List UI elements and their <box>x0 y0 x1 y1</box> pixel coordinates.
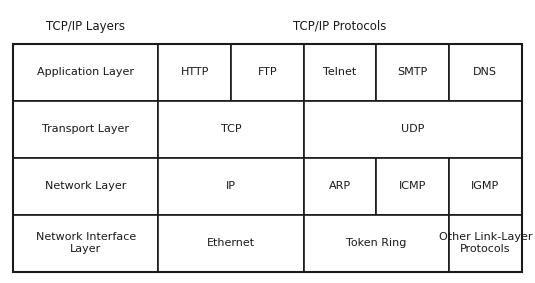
Text: Ethernet: Ethernet <box>207 238 255 248</box>
Text: UDP: UDP <box>401 125 424 134</box>
Text: DNS: DNS <box>473 67 498 78</box>
Text: FTP: FTP <box>257 67 277 78</box>
Text: TCP: TCP <box>220 125 241 134</box>
Bar <box>449 44 522 101</box>
Text: IP: IP <box>226 181 236 191</box>
Bar <box>303 215 449 272</box>
Bar <box>13 44 158 101</box>
Bar <box>158 101 303 158</box>
Text: Application Layer: Application Layer <box>37 67 134 78</box>
Bar <box>158 158 303 215</box>
Text: HTTP: HTTP <box>180 67 209 78</box>
Bar <box>303 44 376 101</box>
Bar <box>449 215 522 272</box>
Bar <box>303 101 522 158</box>
Text: ARP: ARP <box>329 181 351 191</box>
Text: Telnet: Telnet <box>323 67 356 78</box>
Bar <box>13 215 158 272</box>
Text: TCP/IP Protocols: TCP/IP Protocols <box>293 20 387 33</box>
Text: Transport Layer: Transport Layer <box>42 125 129 134</box>
Bar <box>13 44 522 272</box>
Bar <box>158 44 231 101</box>
Bar <box>449 158 522 215</box>
Bar <box>303 158 376 215</box>
Bar <box>13 158 158 215</box>
Bar <box>376 44 449 101</box>
Bar <box>158 215 303 272</box>
Text: ICMP: ICMP <box>399 181 426 191</box>
Text: SMTP: SMTP <box>398 67 427 78</box>
Bar <box>376 158 449 215</box>
Text: Network Layer: Network Layer <box>45 181 126 191</box>
Text: Other Link-Layer
Protocols: Other Link-Layer Protocols <box>439 232 532 254</box>
Bar <box>231 44 303 101</box>
Bar <box>13 101 158 158</box>
Text: Token Ring: Token Ring <box>346 238 407 248</box>
Text: IGMP: IGMP <box>471 181 499 191</box>
Text: Network Interface
Layer: Network Interface Layer <box>36 232 136 254</box>
Text: TCP/IP Layers: TCP/IP Layers <box>47 20 125 33</box>
